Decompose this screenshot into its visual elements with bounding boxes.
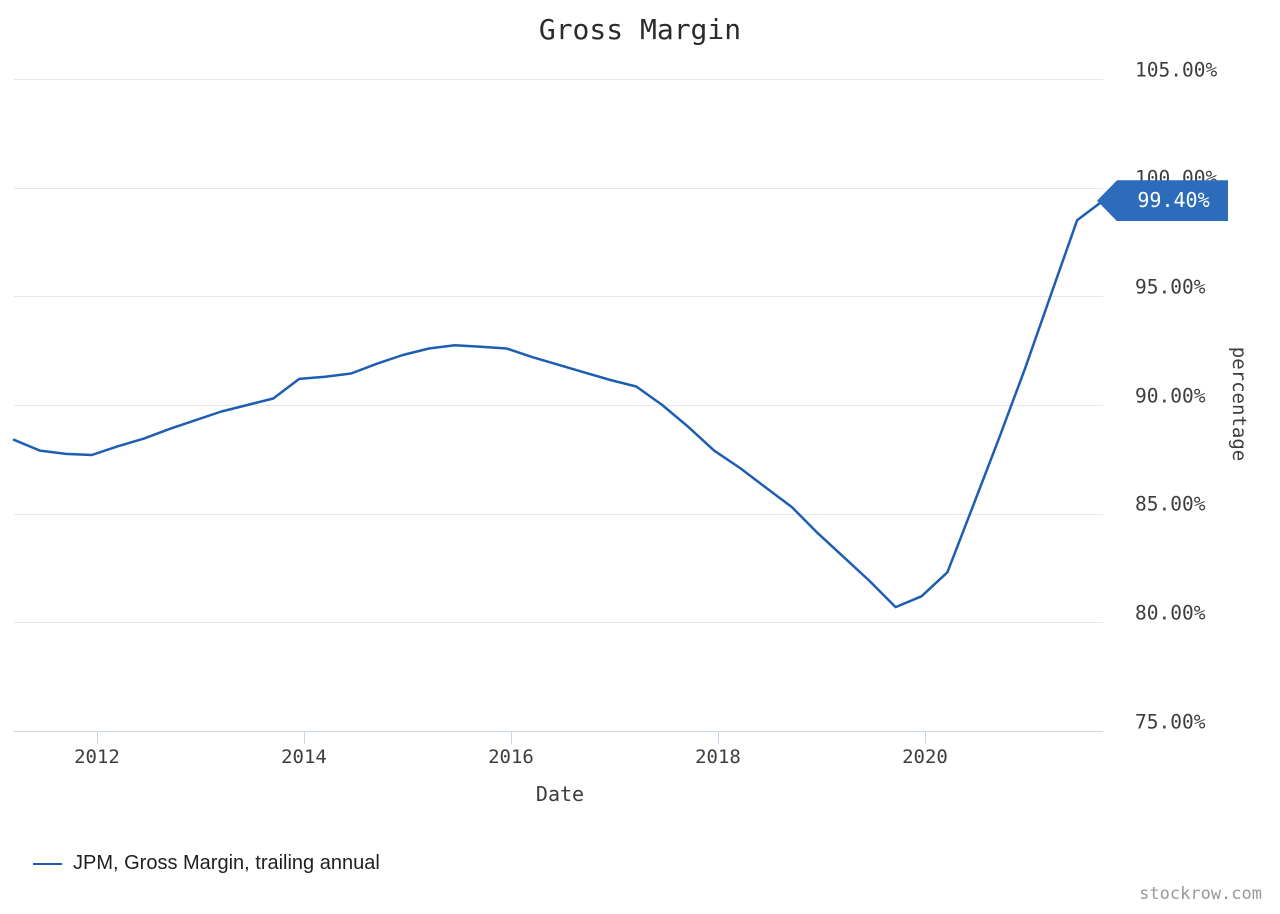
y-axis-title: percentage [1228, 346, 1250, 462]
x-axis-tick-label: 2018 [695, 746, 741, 768]
y-axis-tick-label: 75.00% [1135, 710, 1206, 733]
legend-line-swatch [33, 863, 62, 865]
y-gridline [14, 187, 1103, 189]
legend: JPM, Gross Margin, trailing annual [0, 852, 380, 886]
x-axis-tick [925, 731, 926, 744]
y-gridline [14, 296, 1103, 298]
y-gridline [14, 405, 1103, 406]
y-gridline [14, 79, 1103, 80]
last-value-label: 99.40% [1137, 188, 1210, 213]
x-axis-tick [511, 731, 512, 744]
x-axis-tick-label: 2016 [488, 746, 534, 768]
y-axis-tick-label: 90.00% [1135, 384, 1206, 407]
legend-label: JPM, Gross Margin, trailing annual [73, 852, 380, 874]
x-axis-tick-label: 2020 [902, 746, 948, 768]
last-value-badge: 99.40% [1097, 180, 1228, 222]
x-axis-tick [97, 731, 98, 744]
y-axis-tick-label: 80.00% [1135, 601, 1206, 625]
y-axis-tick-label: 95.00% [1135, 275, 1206, 299]
watermark: stockrow.com [1139, 884, 1262, 904]
legend-item[interactable]: JPM, Gross Margin, trailing annual [0, 852, 380, 875]
x-axis-title: Date [535, 782, 585, 806]
y-gridline [14, 513, 1103, 515]
chart-title: Gross Margin [538, 13, 742, 46]
x-axis-tick [304, 731, 305, 744]
x-axis-tick [718, 731, 719, 744]
x-axis-tick-label: 2014 [281, 746, 327, 768]
y-gridline [14, 622, 1103, 624]
y-axis-tick-label: 85.00% [1135, 492, 1206, 516]
x-axis-line [14, 731, 1103, 732]
x-axis-tick-label: 2012 [74, 746, 120, 768]
y-axis-tick-label: 105.00% [1135, 58, 1218, 81]
